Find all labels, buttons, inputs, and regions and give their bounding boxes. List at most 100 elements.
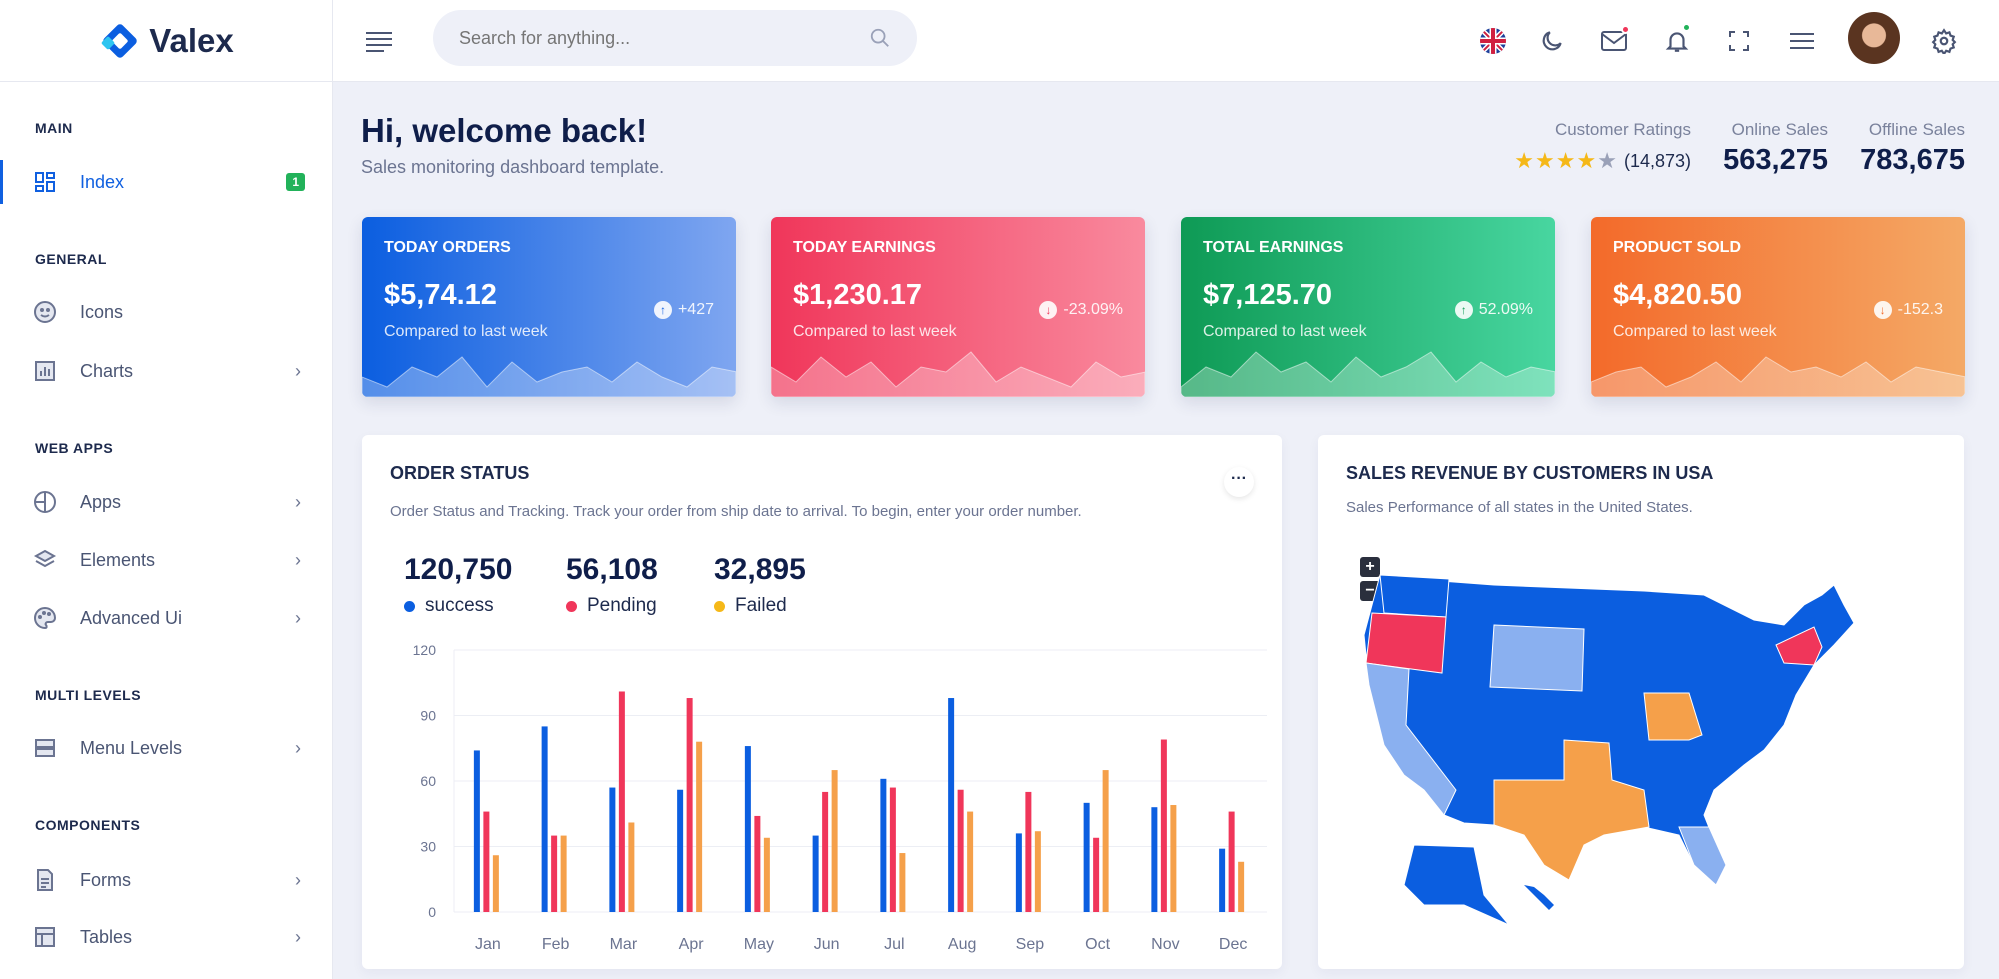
sidebar-item-icons[interactable]: Icons [0,290,333,334]
card-change-value: -152.3 [1897,301,1943,318]
card-title: TODAY ORDERS [384,239,511,256]
stat-card[interactable]: PRODUCT SOLD $4,820.50 Compared to last … [1591,217,1965,397]
online-sales-label: Online Sales [1731,120,1828,139]
card-change: ↓ -152.3 [1873,301,1943,319]
uk-flag-icon[interactable] [1477,25,1509,57]
sidebar-item-advanced-ui[interactable]: Advanced Ui › [0,596,333,640]
dashboard-icon [32,169,58,195]
x-tick-label: Dec [1219,936,1247,953]
offline-sales-label: Offline Sales [1868,120,1965,139]
stat-label: Pending [587,595,657,616]
logo[interactable]: Valex [0,0,333,82]
card-change-value: 52.09% [1478,301,1533,318]
sidebar-item-label: Forms [80,869,131,890]
card-change: ↓ -23.09% [1039,301,1123,319]
arrow-up-circle-icon: ↑ [1454,301,1473,319]
section-multi-levels: MULTI LEVELS [35,687,142,703]
bar-success [812,835,819,912]
sidebar-item-index[interactable]: Index 1 [0,160,333,204]
order-status-title: ORDER STATUS [390,463,530,483]
stat-pending: 56,108 Pending [566,553,658,617]
x-tick-label: May [744,936,774,953]
sparkline [1181,351,1555,397]
bar-success [677,789,684,912]
x-tick-label: Feb [542,936,570,953]
search-icon[interactable] [869,27,891,49]
bar-pending [1160,739,1167,912]
more-options-icon[interactable]: ··· [1224,467,1254,497]
map-title: SALES REVENUE BY CUSTOMERS IN USA [1346,463,1714,483]
card-change: ↑ +427 [653,301,714,319]
stat-card[interactable]: TODAY EARNINGS $1,230.17 Compared to las… [771,217,1145,397]
stat-label: Failed [735,595,787,616]
online-sales-value: 563,275 [1723,144,1828,176]
chevron-right-icon: › [295,607,301,628]
menu-toggle-icon[interactable] [363,25,395,57]
stat-value: 120,750 [404,553,513,586]
user-avatar[interactable] [1848,12,1900,64]
rating-stars: ★★★★★ [1514,148,1618,174]
usa-map[interactable] [1344,565,1944,965]
stat-card[interactable]: TOTAL EARNINGS $7,125.70 Compared to las… [1181,217,1555,397]
state-california [1365,662,1457,816]
x-tick-label: Jul [884,936,904,953]
sparkline [362,356,736,397]
ratings-count: (14,873) [1623,150,1691,171]
stat-value: 56,108 [566,553,658,586]
bar-success [1151,807,1158,912]
bar-success [948,698,955,912]
card-change-value: -23.09% [1063,301,1123,318]
sidebar-item-tables[interactable]: Tables › [0,915,333,959]
x-tick-label: Jan [475,936,501,953]
card-title: PRODUCT SOLD [1613,239,1741,256]
search-input[interactable] [459,27,839,49]
y-tick-label: 0 [428,904,436,920]
x-tick-label: Apr [679,936,705,953]
chevron-right-icon: › [295,360,301,381]
fullscreen-icon[interactable] [1723,25,1755,57]
sales-map-panel: SALES REVENUE BY CUSTOMERS IN USA Sales … [1318,435,1964,969]
sidebar-item-label: Elements [80,549,156,570]
layers-icon [32,547,58,573]
palette-icon [32,605,58,631]
ratings-label: Customer Ratings [1554,120,1691,139]
stat-card[interactable]: TODAY ORDERS $5,74.12 Compared to last w… [362,217,736,397]
chevron-right-icon: › [295,491,301,512]
bar-pending [618,691,625,912]
card-value: $1,230.17 [793,279,923,311]
arrow-down-circle-icon: ↓ [1873,301,1892,319]
bar-failed [763,837,770,912]
search-bar [433,10,917,66]
bar-failed [899,853,906,912]
section-main: MAIN [35,120,73,136]
mail-icon[interactable] [1598,25,1630,57]
sidebar-item-menu-levels[interactable]: Menu Levels › [0,726,333,770]
card-value: $4,820.50 [1613,279,1743,311]
sidebar-item-forms[interactable]: Forms › [0,858,333,902]
star-icon: ★ [1576,148,1598,173]
smiley-icon [32,299,58,325]
sidebar-item-apps[interactable]: Apps › [0,480,333,524]
bar-chart-icon [32,358,58,384]
bar-success [1219,848,1226,912]
moon-icon[interactable] [1536,25,1568,57]
order-status-bar-chart: 0 30 60 90 120 Jan Feb Mar Apr May Jun Jul Aug Sep Oct… [413,642,1267,953]
index-badge: 1 [286,173,305,191]
map-zoom-in-button[interactable]: + [1360,557,1380,577]
bar-pending [551,835,558,912]
settings-gear-icon[interactable] [1928,25,1960,57]
bar-failed [1102,770,1109,912]
star-icon: ★ [1535,148,1556,173]
section-general: GENERAL [35,251,107,267]
bar-failed [1170,805,1177,912]
bar-failed [967,811,974,912]
bar-failed [1238,861,1245,912]
order-status-subtitle: Order Status and Tracking. Track your or… [390,503,1082,520]
sidebar-item-charts[interactable]: Charts › [0,349,333,393]
sidebar-item-elements[interactable]: Elements › [0,538,333,582]
bar-pending [754,815,761,912]
bell-icon[interactable] [1661,23,1693,57]
bar-failed [628,822,635,912]
state-new-york [1775,626,1823,666]
hamburger-menu-icon[interactable] [1786,25,1818,57]
